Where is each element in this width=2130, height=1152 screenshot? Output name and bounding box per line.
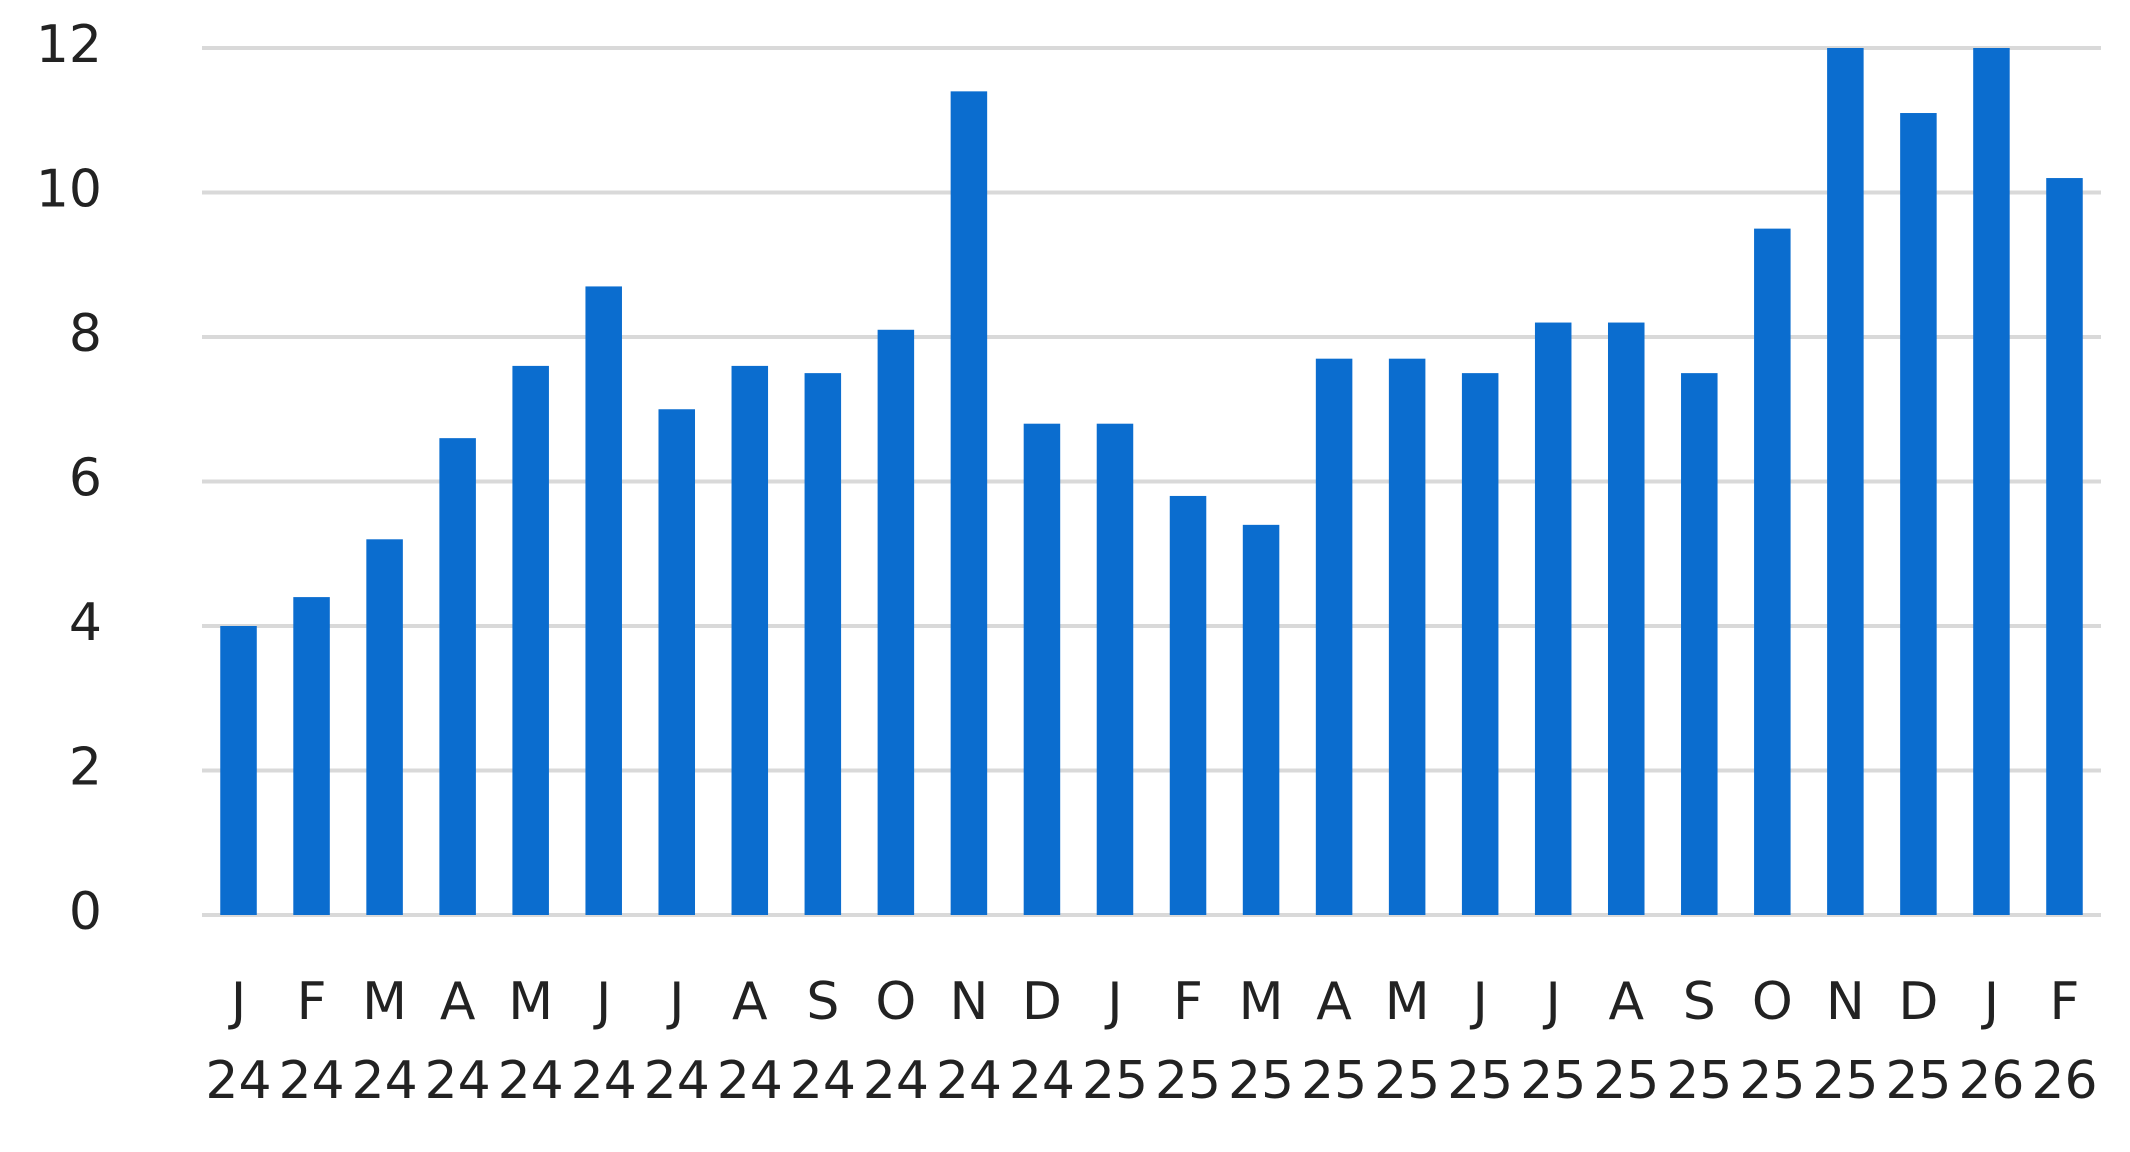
x-tick-label: J bbox=[666, 972, 684, 1032]
x-tick-label: J bbox=[1543, 972, 1561, 1032]
x-tick-label: J bbox=[593, 972, 611, 1032]
x-tick-label: A bbox=[1316, 972, 1352, 1032]
bar bbox=[1900, 113, 1937, 915]
x-tick-label: J bbox=[228, 972, 246, 1032]
x-tick-label: 25 bbox=[1739, 1051, 1805, 1111]
x-tick-label: 25 bbox=[1082, 1051, 1148, 1111]
x-tick-label: 24 bbox=[425, 1051, 491, 1111]
x-tick-label: O bbox=[1752, 972, 1793, 1032]
bar bbox=[731, 365, 769, 915]
bar bbox=[2046, 178, 2083, 916]
x-tick-label: A bbox=[440, 972, 476, 1032]
bar bbox=[1754, 228, 1791, 915]
bar bbox=[804, 373, 842, 915]
x-tick-label: 25 bbox=[1228, 1051, 1294, 1111]
x-tick-label: 25 bbox=[1301, 1051, 1367, 1111]
x-tick-label: 25 bbox=[1593, 1051, 1659, 1111]
y-tick-label: 10 bbox=[36, 160, 102, 220]
x-tick-label: 24 bbox=[352, 1051, 418, 1111]
x-tick-label: 25 bbox=[1447, 1051, 1513, 1111]
x-tick-label: 25 bbox=[1812, 1051, 1878, 1111]
x-tick-label: F bbox=[1173, 972, 1203, 1032]
x-tick-label: 25 bbox=[1374, 1051, 1440, 1111]
bar bbox=[1242, 524, 1280, 915]
x-tick-label: A bbox=[1608, 972, 1644, 1032]
bar bbox=[1973, 48, 2010, 915]
x-tick-label: J bbox=[1981, 972, 1999, 1032]
bar bbox=[293, 597, 330, 915]
x-tick-label: 25 bbox=[1666, 1051, 1732, 1111]
bar bbox=[877, 329, 915, 915]
bar bbox=[1607, 322, 1645, 915]
x-tick-label: J bbox=[1470, 972, 1488, 1032]
x-tick-label: 24 bbox=[644, 1051, 710, 1111]
x-tick-label: 25 bbox=[1155, 1051, 1221, 1111]
bar bbox=[585, 286, 622, 915]
bar bbox=[1169, 495, 1207, 915]
bar bbox=[439, 438, 476, 915]
x-tick-label: D bbox=[1898, 972, 1938, 1032]
x-tick-label: S bbox=[1683, 972, 1716, 1032]
x-tick-label: S bbox=[806, 972, 839, 1032]
x-tick-label: 24 bbox=[205, 1051, 271, 1111]
x-tick-label: 24 bbox=[863, 1051, 929, 1111]
bar bbox=[1023, 423, 1061, 915]
x-tick-label: F bbox=[297, 972, 327, 1032]
x-tick-label: O bbox=[875, 972, 916, 1032]
x-tick-label: N bbox=[949, 972, 988, 1032]
y-tick-label: 0 bbox=[69, 882, 102, 942]
x-tick-label: 26 bbox=[2031, 1051, 2097, 1111]
bar bbox=[950, 91, 988, 916]
x-tick-label: M bbox=[1385, 972, 1430, 1032]
y-tick-label: 4 bbox=[69, 593, 102, 653]
x-tick-label: 24 bbox=[717, 1051, 783, 1111]
x-tick-label: 25 bbox=[1520, 1051, 1586, 1111]
x-tick-label: 24 bbox=[1009, 1051, 1075, 1111]
y-tick-label: 8 bbox=[69, 304, 102, 364]
bar bbox=[220, 626, 257, 915]
x-tick-label: F bbox=[2050, 972, 2080, 1032]
bar bbox=[1681, 373, 1718, 915]
y-tick-label: 6 bbox=[69, 449, 102, 509]
x-tick-label: 24 bbox=[936, 1051, 1002, 1111]
bar bbox=[366, 539, 403, 915]
bar bbox=[1315, 358, 1353, 915]
x-tick-label: 24 bbox=[498, 1051, 564, 1111]
y-tick-label: 2 bbox=[69, 738, 102, 798]
x-tick-label: J bbox=[1104, 972, 1122, 1032]
y-tick-label: 12 bbox=[36, 15, 102, 75]
bar bbox=[1534, 322, 1572, 915]
x-tick-label: M bbox=[508, 972, 553, 1032]
bar bbox=[658, 409, 696, 915]
x-tick-label: N bbox=[1826, 972, 1865, 1032]
x-tick-label: A bbox=[732, 972, 768, 1032]
bar bbox=[1461, 373, 1499, 915]
x-tick-label: 24 bbox=[278, 1051, 344, 1111]
x-tick-label: 26 bbox=[1958, 1051, 2024, 1111]
bar bbox=[1388, 358, 1426, 915]
x-tick-label: 24 bbox=[790, 1051, 856, 1111]
bar bbox=[1096, 423, 1134, 915]
x-tick-label: 24 bbox=[571, 1051, 637, 1111]
bar bbox=[1827, 48, 1864, 915]
x-tick-label: M bbox=[1239, 972, 1284, 1032]
bar bbox=[512, 365, 549, 915]
x-tick-label: D bbox=[1022, 972, 1062, 1032]
x-tick-label: 25 bbox=[1885, 1051, 1951, 1111]
x-tick-label: M bbox=[362, 972, 407, 1032]
